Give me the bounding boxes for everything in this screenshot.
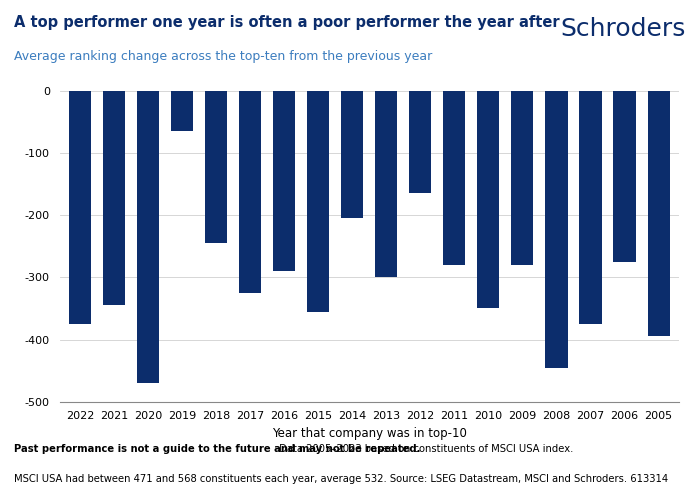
Bar [545,91,568,368]
Bar [307,91,329,311]
Bar [410,91,431,193]
Text: MSCI USA had between 471 and 568 constituents each year, average 532. Source: LS: MSCI USA had between 471 and 568 constit… [14,474,668,484]
Bar [171,91,193,131]
Bar [137,91,159,383]
Text: Schroders: Schroders [561,17,686,41]
Bar [512,91,533,265]
Text: A top performer one year is often a poor performer the year after: A top performer one year is often a poor… [14,15,559,30]
Bar [375,91,398,277]
Bar [239,91,261,293]
Bar [580,91,601,324]
Text: Average ranking change across the top-ten from the previous year: Average ranking change across the top-te… [14,50,433,62]
Bar [443,91,466,265]
Bar [205,91,227,243]
Bar [103,91,125,305]
Bar [69,91,91,324]
Text: Data 2005–2023 based on constituents of MSCI USA index.: Data 2005–2023 based on constituents of … [276,444,573,454]
Bar [273,91,295,271]
Bar [648,91,670,336]
Bar [613,91,636,262]
Text: Past performance is not a guide to the future and may not be repeated.: Past performance is not a guide to the f… [14,444,421,454]
Bar [341,91,363,218]
X-axis label: Year that company was in top-10: Year that company was in top-10 [272,427,467,440]
Bar [477,91,499,309]
